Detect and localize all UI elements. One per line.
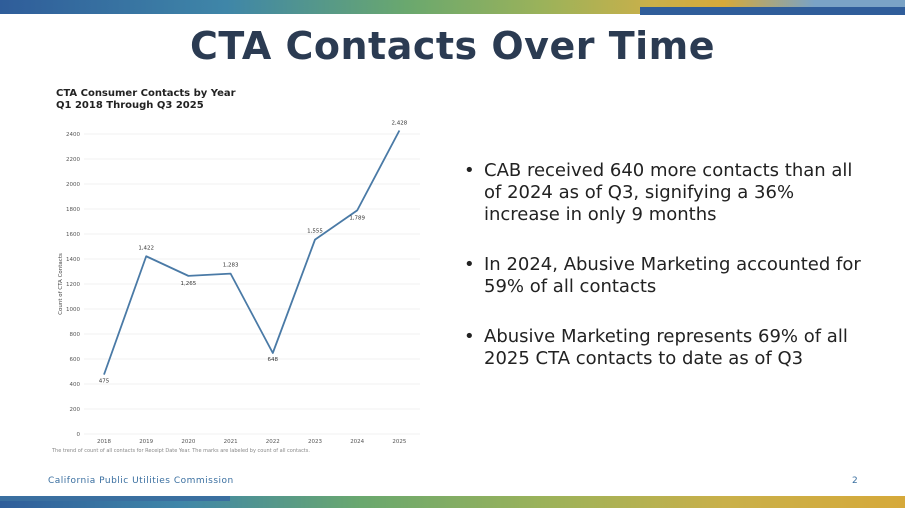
chart-footnote: The trend of count of all contacts for R…: [52, 448, 310, 454]
bullet-text: In 2024, Abusive Marketing accounted for…: [484, 254, 861, 297]
top-accent-bar-right: [640, 7, 905, 15]
y-tick-label: 1800: [66, 207, 80, 213]
x-tick-label: 2024: [350, 439, 364, 445]
data-label: 1,265: [181, 281, 197, 287]
bullet-text: CAB received 640 more contacts than all …: [484, 160, 853, 225]
y-tick-label: 1200: [66, 282, 80, 288]
bottom-accent-bar-left: [0, 496, 230, 501]
data-label: 475: [99, 379, 110, 385]
y-tick-label: 2200: [66, 157, 80, 163]
y-tick-label: 1400: [66, 257, 80, 263]
data-label: 1,422: [138, 245, 154, 251]
footer-org: California Public Utilities Commission: [48, 476, 234, 486]
x-tick-label: 2020: [181, 439, 195, 445]
y-tick-label: 2400: [66, 132, 80, 138]
y-tick-label: 200: [70, 407, 81, 413]
y-tick-label: 2000: [66, 182, 80, 188]
slide-title: CTA Contacts Over Time: [189, 24, 716, 68]
bullet-item: • Abusive Marketing represents 69% of all…: [464, 326, 848, 369]
data-label: 1,283: [223, 263, 239, 269]
chart-title: CTA Consumer Contacts by Year: [56, 88, 236, 99]
bullet-list: • CAB received 640 more contacts than all…: [462, 160, 862, 398]
bullet-item: • In 2024, Abusive Marketing accounted fo…: [464, 254, 861, 297]
data-label: 2,428: [392, 121, 408, 127]
y-tick-label: 400: [70, 382, 81, 388]
data-label: 1,789: [349, 215, 365, 221]
y-tick-label: 800: [70, 332, 81, 338]
page-number: 2: [852, 476, 858, 486]
data-label: 648: [268, 357, 279, 363]
data-label: 1,555: [307, 229, 323, 235]
bullet-item: • CAB received 640 more contacts than all…: [464, 160, 853, 225]
x-tick-label: 2018: [97, 439, 111, 445]
y-tick-label: 600: [70, 357, 81, 363]
chart-title-block: CTA Consumer Contacts by Year Q1 2018 Th…: [56, 88, 236, 112]
y-tick-label: 1000: [66, 307, 80, 313]
chart-subtitle: Q1 2018 Through Q3 2025: [56, 100, 204, 111]
bullet-text: Abusive Marketing represents 69% of all …: [484, 326, 848, 369]
x-tick-label: 2019: [139, 439, 153, 445]
y-axis-label: Count of CTA Contacts: [58, 253, 64, 315]
series-line: [103, 130, 401, 375]
x-tick-label: 2022: [266, 439, 280, 445]
x-tick-label: 2025: [392, 439, 406, 445]
y-tick-label: 1600: [66, 232, 80, 238]
x-tick-label: 2021: [224, 439, 238, 445]
x-tick-label: 2023: [308, 439, 322, 445]
y-tick-label: 0: [77, 432, 81, 438]
